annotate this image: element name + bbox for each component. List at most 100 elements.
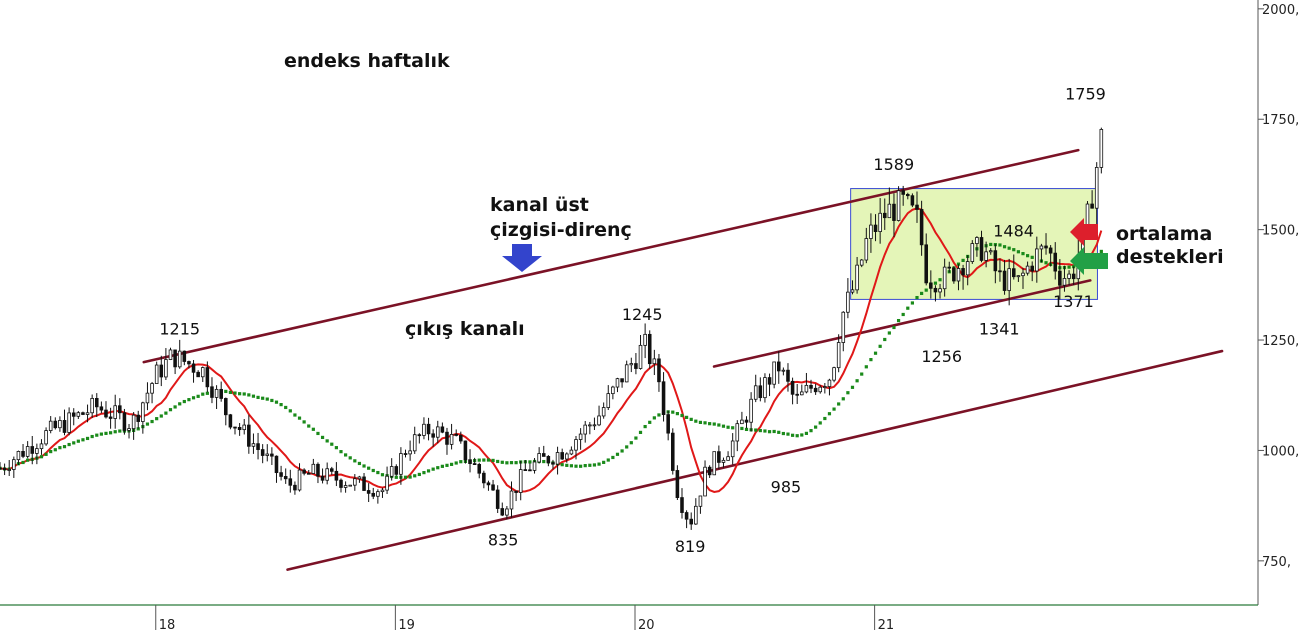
- ma-dot-2: [95, 433, 99, 437]
- ma-dot-2: [560, 463, 564, 467]
- candle-body: [187, 361, 191, 365]
- candle-body: [675, 470, 680, 498]
- ma-dot-2: [896, 318, 901, 323]
- ma-dot-2: [67, 442, 71, 447]
- ma-dot-2: [491, 458, 495, 463]
- candle-body: [468, 459, 472, 465]
- candle-body: [279, 472, 283, 477]
- x-tick-label: 21: [878, 618, 895, 632]
- ma-dot-2: [445, 463, 449, 467]
- candle-body: [459, 435, 463, 442]
- candle-body: [528, 469, 532, 472]
- level-label: 1589: [873, 155, 914, 174]
- candle-body: [1058, 270, 1062, 286]
- candle-body: [882, 212, 887, 219]
- candle-body: [869, 224, 873, 239]
- ma-dot-2: [81, 438, 85, 442]
- ma-dot-2: [1030, 255, 1034, 259]
- ma-dot-2: [726, 425, 730, 429]
- candle-body: [841, 311, 846, 343]
- ma-dot-2: [440, 464, 444, 468]
- ma-dot-2: [297, 416, 302, 420]
- ma-dot-2: [113, 430, 117, 434]
- ma-dot-2: [482, 458, 486, 462]
- candle-body: [565, 453, 569, 460]
- candle-body: [394, 466, 399, 475]
- ma-dot-2: [238, 392, 242, 396]
- ma-dot-2: [873, 351, 878, 355]
- candle-body: [901, 190, 905, 195]
- channel-line-3: [712, 279, 1092, 368]
- ma-dot-2: [431, 467, 435, 471]
- ma-dot-2: [380, 473, 385, 477]
- candle-body: [380, 489, 385, 493]
- ma-dot-2: [53, 448, 57, 452]
- ma-dot-2: [961, 258, 965, 263]
- ma-dot-2: [685, 415, 689, 419]
- ma-dot-2: [712, 422, 716, 426]
- ma-dot-2: [339, 450, 343, 454]
- candle-body: [915, 204, 919, 210]
- ma-dot-2: [422, 471, 426, 475]
- ma-dot-2: [864, 365, 868, 369]
- ma-dot-2: [486, 458, 491, 462]
- candle-body: [168, 349, 173, 360]
- candle-body: [30, 446, 35, 454]
- level-label: 1245: [622, 305, 663, 324]
- candle-body: [634, 363, 638, 369]
- candle-body: [329, 468, 334, 472]
- candle-body: [21, 451, 25, 457]
- candle-body: [422, 423, 426, 436]
- ma-dot-2: [809, 429, 813, 433]
- level-label: 1484: [993, 221, 1034, 240]
- candle-body: [219, 388, 223, 399]
- ma-dot-2: [643, 424, 647, 429]
- candle-body: [182, 350, 187, 362]
- candle-body: [1021, 272, 1025, 277]
- candle-body: [804, 384, 809, 393]
- candle-body: [790, 380, 795, 395]
- candle-body: [551, 462, 555, 465]
- ma-dot-2: [496, 459, 500, 464]
- candle-body: [694, 505, 698, 525]
- candle-body: [177, 350, 182, 368]
- candle-body: [975, 237, 979, 244]
- candle-body: [431, 433, 435, 438]
- candle-body: [597, 415, 601, 426]
- candle-body: [947, 266, 952, 269]
- candle-body: [113, 405, 117, 419]
- ma-dot-2: [251, 394, 256, 398]
- candle-body: [399, 453, 403, 475]
- support-label-line2: destekleri: [1116, 246, 1224, 268]
- candle-body: [62, 420, 67, 433]
- ma-dot-2: [528, 460, 532, 464]
- candle-body: [472, 463, 477, 466]
- candle-body: [601, 407, 606, 417]
- candle-body: [99, 406, 104, 411]
- candle-body: [827, 379, 832, 387]
- candle-body: [952, 267, 956, 282]
- ma-dot-2: [758, 428, 762, 433]
- candle-body: [265, 453, 270, 456]
- ma-dot-2: [362, 464, 366, 468]
- ma-dot-2: [1012, 248, 1016, 252]
- candle-body: [979, 237, 984, 261]
- ma-dot-2: [740, 426, 744, 431]
- ma-dot-2: [509, 461, 514, 465]
- ma-dot-2: [579, 464, 583, 468]
- ma-dot-2: [837, 402, 841, 406]
- candle-body: [228, 414, 233, 428]
- ma-dot-2: [588, 463, 592, 467]
- candle-body: [864, 238, 869, 261]
- ma-dot-2: [302, 420, 306, 424]
- ma-dot-2: [878, 344, 882, 348]
- chart-title: endeks haftalık: [284, 50, 450, 72]
- candle-body: [938, 288, 942, 293]
- candle-body: [638, 344, 643, 369]
- candle-body: [196, 371, 200, 378]
- candle-body: [320, 475, 325, 481]
- candle-body: [7, 469, 11, 471]
- ma-dot-2: [279, 403, 283, 407]
- channel-label: çıkış kanalı: [405, 318, 525, 340]
- candle-body: [813, 387, 818, 393]
